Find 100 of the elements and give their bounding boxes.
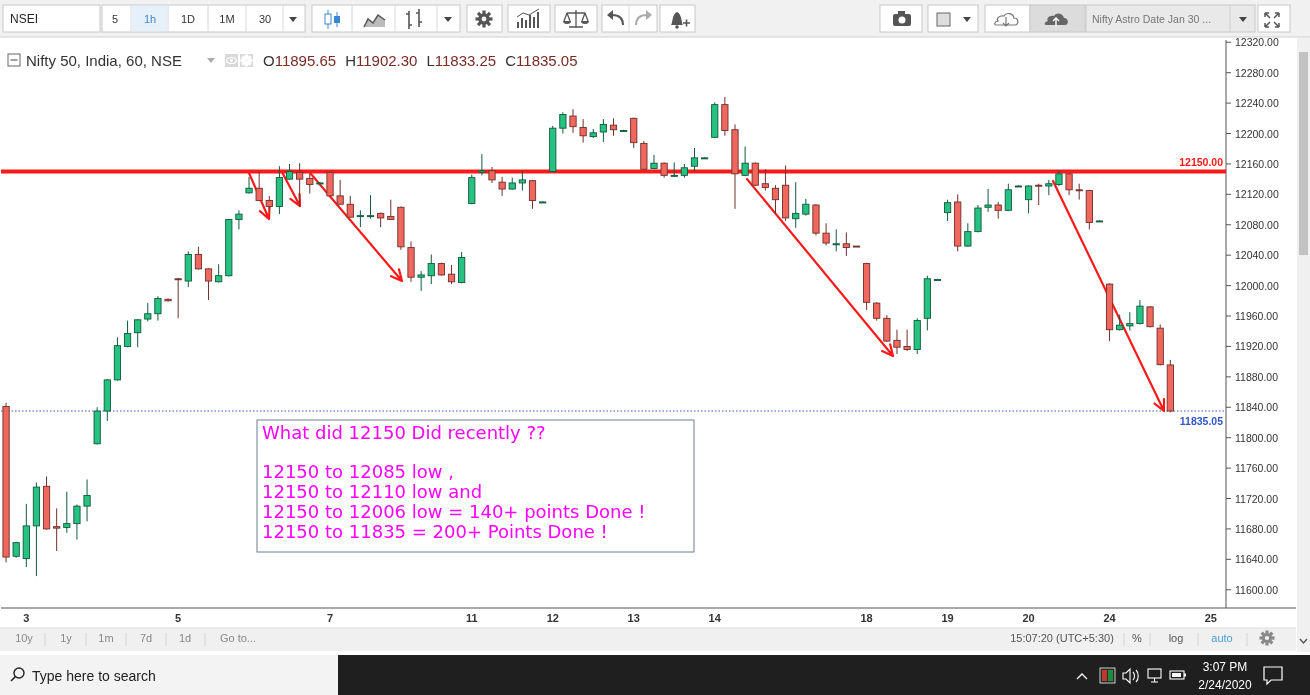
x-tick-label: 14 (708, 612, 722, 624)
x-tick-label: 24 (1103, 612, 1117, 624)
y-tick-label: 11760.00 (1235, 462, 1279, 475)
text: 10y (15, 632, 34, 644)
annotation: 12150 to 12110 low and (262, 481, 483, 502)
candlestick (255, 170, 263, 202)
candlestick (134, 318, 142, 348)
text: 1m (98, 632, 114, 644)
candlestick (873, 301, 881, 322)
text: 1M (219, 13, 235, 25)
x-tick-label: 25 (1204, 612, 1217, 624)
candlestick (903, 329, 911, 352)
text: 2/24/2020 (1198, 678, 1253, 692)
x-tick-label: 19 (941, 612, 954, 624)
y-tick-label: 12080.00 (1235, 218, 1279, 231)
candlestick (1024, 184, 1033, 214)
candlestick (427, 253, 435, 285)
x-tick-label: 12 (546, 612, 559, 624)
y-tick-label: 12240.00 (1235, 97, 1279, 110)
y-tick-label: 11960.00 (1235, 310, 1279, 323)
ref-line-label: 11835.05 (1179, 415, 1224, 428)
text: Nifty 50, India, 60, NSE (26, 52, 182, 69)
candlestick (235, 209, 243, 230)
candlestick (194, 246, 203, 271)
y-tick-label: 11800.00 (1235, 431, 1279, 444)
y-tick-label: 12320.00 (1235, 36, 1279, 49)
text: Type here to search (32, 668, 156, 684)
y-tick-label: 12120.00 (1235, 188, 1279, 201)
annotation: 12150 to 12085 low , (262, 461, 454, 482)
x-tick-label: 18 (860, 612, 873, 624)
x-tick-label: 20 (1022, 612, 1035, 624)
text: 3:07 PM (1202, 660, 1248, 674)
candlestick (204, 267, 213, 301)
candlestick (893, 329, 901, 355)
candlestick (559, 111, 567, 135)
text: NSEI (10, 12, 39, 26)
candlestick (123, 320, 132, 348)
candlestick (771, 184, 780, 215)
text: 1h (143, 13, 157, 25)
y-tick-label: 11720.00 (1235, 492, 1279, 505)
x-tick-label: 5 (175, 612, 182, 624)
candlestick (690, 147, 699, 173)
ref-line-label: 12150.00 (1179, 155, 1224, 168)
candlestick (944, 199, 952, 222)
text: Nifty Astro Date Jan 30 ... (1092, 13, 1212, 25)
candlestick (245, 176, 253, 195)
candlestick (1004, 183, 1012, 212)
candlestick (670, 161, 678, 178)
candlestick (366, 194, 375, 220)
candlestick (387, 199, 395, 220)
candlestick (498, 176, 506, 197)
text: O11895.65 H11902.30 L11833.25 C11835.05 (263, 52, 578, 69)
x-tick-label: 3 (23, 612, 30, 624)
candlestick (1035, 183, 1043, 206)
x-tick-label: 7 (326, 612, 334, 624)
candlestick (792, 181, 800, 229)
candlestick (579, 118, 587, 144)
y-tick-label: 11680.00 (1235, 522, 1279, 535)
text: 30 (258, 13, 272, 25)
candlestick (326, 171, 334, 198)
y-tick-label: 12000.00 (1235, 279, 1279, 292)
annotation: 12150 to 11835 = 200+ Points Done ! (262, 521, 608, 542)
candlestick (73, 504, 81, 541)
candlestick (447, 264, 456, 285)
y-tick-label: 11840.00 (1235, 401, 1279, 414)
candlestick (741, 145, 749, 177)
text: Go to... (219, 632, 257, 644)
y-tick-label: 12200.00 (1235, 127, 1279, 140)
candlestick (306, 172, 314, 195)
candlestick (144, 302, 152, 322)
candlestick (296, 162, 304, 208)
candlestick (478, 153, 486, 176)
candlestick (751, 161, 759, 187)
candlestick (974, 204, 982, 233)
candlestick (174, 277, 182, 319)
candlestick (883, 314, 891, 343)
candlestick (761, 168, 769, 192)
candlestick (964, 222, 972, 248)
candlestick (336, 179, 344, 205)
text: % (1132, 632, 1143, 644)
candlestick (63, 491, 71, 534)
candlestick (215, 263, 223, 284)
y-tick-label: 11600.00 (1235, 583, 1279, 596)
text: 1y (60, 632, 73, 644)
candlestick (154, 295, 162, 322)
candlestick (569, 108, 577, 134)
candlestick (346, 195, 354, 218)
y-tick-label: 11640.00 (1235, 553, 1279, 566)
y-tick-label: 11880.00 (1235, 370, 1279, 383)
candlestick (842, 231, 850, 257)
candlestick (599, 118, 607, 143)
y-tick-label: 12040.00 (1235, 249, 1279, 262)
candlestick (984, 188, 992, 213)
candlestick (1136, 299, 1144, 325)
annotation: What did 12150 Did recently ?? (262, 422, 546, 443)
candlestick (528, 179, 537, 210)
candlestick (53, 507, 61, 552)
candlestick (822, 222, 830, 246)
text: 5 (111, 13, 119, 25)
text: auto (1211, 632, 1233, 644)
